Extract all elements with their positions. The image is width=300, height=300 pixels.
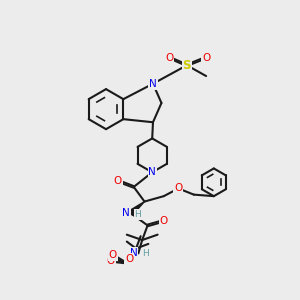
Text: N: N xyxy=(130,248,138,258)
Text: N: N xyxy=(122,208,130,218)
Text: N: N xyxy=(149,79,157,89)
Text: O: O xyxy=(174,184,182,194)
Text: O: O xyxy=(202,52,210,63)
Polygon shape xyxy=(129,202,145,215)
Text: S: S xyxy=(183,59,191,72)
Text: O: O xyxy=(109,250,117,260)
Text: O: O xyxy=(125,254,133,264)
Text: H: H xyxy=(142,249,149,258)
Text: O: O xyxy=(113,176,122,186)
Text: O: O xyxy=(160,216,168,226)
Text: O: O xyxy=(165,52,173,63)
Text: O: O xyxy=(106,256,115,266)
Text: N: N xyxy=(148,167,156,177)
Text: H: H xyxy=(134,210,141,219)
